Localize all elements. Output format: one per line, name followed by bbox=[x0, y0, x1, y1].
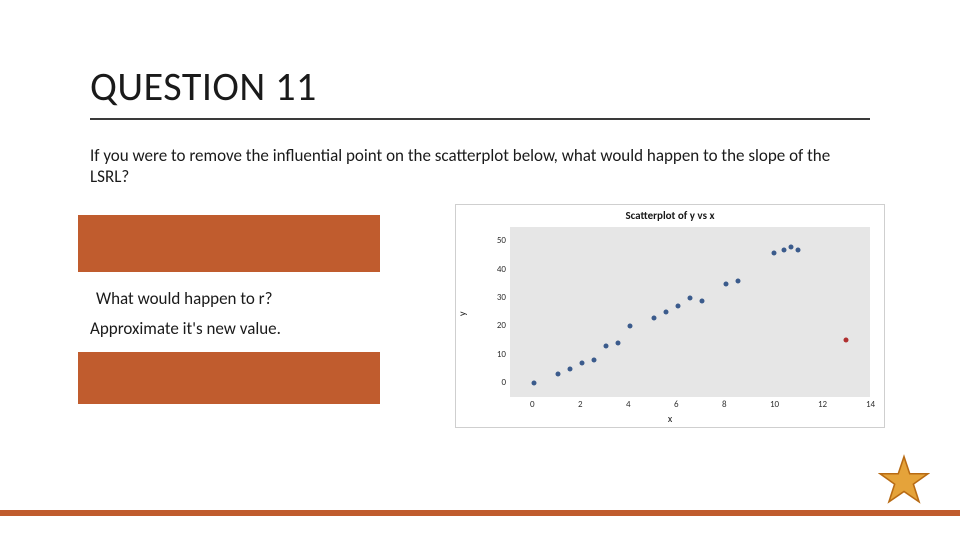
data-point bbox=[628, 324, 633, 329]
data-point bbox=[532, 380, 537, 385]
ytick-label: 30 bbox=[484, 292, 506, 303]
answer-box-2 bbox=[78, 352, 380, 404]
xtick-label: 8 bbox=[722, 399, 727, 410]
data-point bbox=[688, 295, 693, 300]
xtick-label: 6 bbox=[674, 399, 679, 410]
star-icon bbox=[878, 454, 930, 506]
question-main: If you were to remove the influential po… bbox=[90, 145, 870, 188]
data-point bbox=[772, 250, 777, 255]
ytick-label: 20 bbox=[484, 320, 506, 331]
question-approx: Approximate it's new value. bbox=[90, 318, 281, 339]
data-point bbox=[700, 298, 705, 303]
data-point bbox=[664, 310, 669, 315]
xtick-label: 12 bbox=[818, 399, 827, 410]
data-point bbox=[592, 358, 597, 363]
xtick-label: 0 bbox=[530, 399, 535, 410]
data-point bbox=[676, 304, 681, 309]
data-point bbox=[616, 341, 621, 346]
outlier-point bbox=[844, 338, 849, 343]
question-r: What would happen to r? bbox=[96, 288, 272, 309]
title-underline bbox=[90, 118, 870, 120]
footer-rule bbox=[0, 510, 960, 516]
xtick-label: 10 bbox=[770, 399, 779, 410]
chart-title: Scatterplot of y vs x bbox=[456, 209, 884, 222]
ytick-label: 0 bbox=[484, 377, 506, 388]
ytick-label: 50 bbox=[484, 235, 506, 246]
data-point bbox=[556, 372, 561, 377]
chart-ylabel: y bbox=[456, 311, 469, 316]
slide-title: QUESTION 11 bbox=[90, 62, 317, 111]
data-point bbox=[580, 361, 585, 366]
ytick-label: 40 bbox=[484, 264, 506, 275]
data-point bbox=[781, 247, 786, 252]
data-point bbox=[604, 344, 609, 349]
data-point bbox=[788, 244, 793, 249]
chart-xlabel: x bbox=[456, 412, 884, 425]
answer-box-1 bbox=[78, 215, 380, 272]
data-point bbox=[724, 281, 729, 286]
xtick-label: 2 bbox=[578, 399, 583, 410]
data-point bbox=[736, 278, 741, 283]
ytick-label: 10 bbox=[484, 349, 506, 360]
data-point bbox=[652, 315, 657, 320]
scatter-chart: Scatterplot of y vs x y x 0 10 20 30 40 50 0 2 4… bbox=[455, 204, 885, 428]
slide: QUESTION 11 If you were to remove the in… bbox=[0, 0, 960, 540]
xtick-label: 14 bbox=[866, 399, 875, 410]
data-point bbox=[568, 366, 573, 371]
data-point bbox=[796, 247, 801, 252]
chart-plot-area bbox=[510, 227, 870, 397]
xtick-label: 4 bbox=[626, 399, 631, 410]
